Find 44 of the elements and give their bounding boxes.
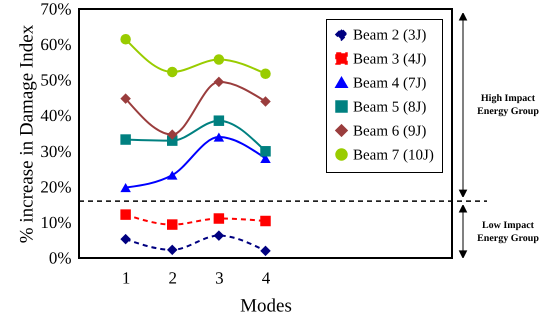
y-tick-label: 20% — [40, 177, 72, 196]
y-axis-title: % increase in Damage Index — [16, 24, 38, 244]
point — [120, 134, 131, 145]
x-tick-label: 3 — [215, 268, 224, 288]
y-tick-label: 10% — [40, 212, 72, 232]
point — [120, 209, 131, 220]
legend-label: Beam 4 (7J) — [353, 76, 426, 92]
point — [120, 93, 131, 104]
point — [120, 183, 131, 192]
point — [120, 234, 131, 244]
point — [214, 115, 224, 126]
x-tick-label: 1 — [122, 268, 130, 288]
point — [214, 54, 224, 65]
legend-label: Beam 5 (8J) — [353, 100, 426, 116]
point — [167, 66, 178, 78]
y-tick-label: 0% — [48, 248, 72, 268]
point — [214, 76, 224, 88]
y-tick-label: 30% — [40, 142, 72, 161]
legend-label: Beam 2 (3J) — [353, 28, 426, 44]
legend-label: Beam 7 (10J) — [353, 148, 434, 164]
text: Low Impact Energy Group — [476, 218, 540, 245]
point — [214, 230, 224, 241]
x-tick-label: 2 — [168, 268, 177, 288]
point — [260, 246, 271, 256]
y-tick-label: 40% — [40, 106, 72, 126]
x-axis-title: Modes — [240, 296, 292, 316]
legend-label: Beam 6 (9J) — [353, 124, 426, 140]
legend-label: Beam 3 (4J) — [353, 52, 426, 68]
point — [260, 146, 271, 157]
text: High Impact Energy Group — [476, 92, 540, 118]
point — [260, 96, 271, 107]
point — [167, 170, 178, 180]
y-tick-label: 50% — [40, 70, 72, 90]
point — [260, 68, 271, 79]
point — [214, 213, 224, 224]
point — [167, 244, 178, 256]
point — [167, 219, 178, 230]
point — [120, 34, 131, 44]
x-tick-label: 4 — [262, 268, 271, 288]
point — [214, 132, 224, 142]
point — [167, 129, 178, 140]
y-tick-label: 60% — [40, 35, 72, 54]
y-tick-label: 70% — [40, 0, 72, 18]
point — [260, 216, 271, 226]
